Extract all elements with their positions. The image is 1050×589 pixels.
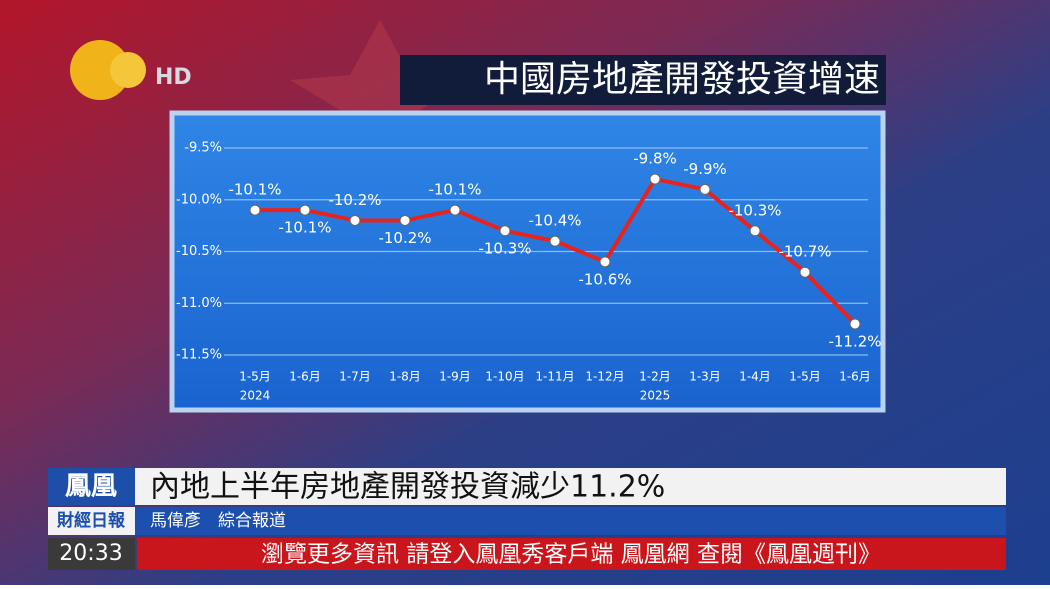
y-tick-label: -10.5% — [176, 244, 222, 259]
value-label: -10.2% — [328, 191, 381, 209]
program-box — [48, 507, 135, 535]
value-label: -10.4% — [528, 212, 581, 230]
value-label: -10.7% — [778, 243, 831, 261]
x-tick-label: 1-8月 — [389, 370, 421, 384]
y-tick-label: -11.5% — [176, 348, 222, 363]
value-label: -10.6% — [578, 270, 631, 288]
point — [399, 214, 411, 226]
value-label: -10.1% — [228, 181, 281, 199]
headline: 內地上半年房地產開發投資減少11.2% — [150, 470, 665, 505]
value-label: -11.2% — [828, 332, 881, 350]
reporter: 馬偉彥 綜合報道 — [150, 511, 286, 531]
x-tick-label: 1-12月 — [585, 370, 624, 384]
x-tick-label: 1-6月 — [289, 370, 321, 384]
point — [499, 225, 511, 237]
point — [299, 204, 311, 216]
year-label: 2024 — [240, 389, 271, 403]
point — [349, 214, 361, 226]
ticker-bar — [137, 538, 1006, 570]
x-tick-label: 1-6月 — [839, 370, 871, 384]
x-tick-label: 1-2月 — [639, 370, 671, 384]
point — [749, 225, 761, 237]
logo-icon — [70, 40, 130, 100]
reporter-bar — [48, 507, 1006, 535]
chart-title: 中國房地產開發投資增速 — [484, 59, 880, 100]
program: 財經日報 — [56, 510, 126, 531]
value-label: -10.1% — [428, 181, 481, 199]
x-tick-label: 1-4月 — [739, 370, 771, 384]
x-tick-label: 1-5月 — [789, 370, 821, 384]
brand-box — [48, 468, 135, 505]
logo-hd: HD — [155, 65, 192, 90]
time-box — [48, 538, 135, 570]
y-tick-label: -11.0% — [176, 296, 222, 311]
logo-icon — [110, 52, 146, 88]
point — [449, 204, 461, 216]
plot: -9.5% -10.0% -10.5% -11.0% -11.5% 1-5月 2024 1-6… — [176, 141, 882, 403]
value-label: -10.3% — [728, 201, 781, 219]
y-tick-label: -9.5% — [184, 141, 222, 156]
chart-panel — [169, 110, 886, 413]
time: 20:33 — [59, 541, 122, 566]
point — [599, 256, 611, 268]
ticker: 瀏覽更多資訊 請登入鳳凰秀客戶端 鳳凰網 查閱《鳳凰週刊》 — [261, 542, 881, 568]
year-label: 2025 — [640, 389, 671, 403]
value-label: -9.8% — [633, 150, 677, 168]
brand: 鳳凰 — [65, 472, 117, 502]
value-label: -10.1% — [278, 219, 331, 237]
point — [549, 235, 561, 247]
value-label: -10.2% — [378, 229, 431, 247]
point — [849, 318, 861, 330]
x-tick-label: 1-3月 — [689, 370, 721, 384]
x-tick-label: 1-10月 — [485, 370, 524, 384]
y-tick-label: -10.0% — [176, 192, 222, 207]
x-tick-label: 1-11月 — [535, 370, 574, 384]
headline-bar — [48, 468, 1006, 505]
title-bar — [400, 55, 886, 105]
point — [699, 183, 711, 195]
point — [249, 204, 261, 216]
value-label: -9.9% — [683, 160, 727, 178]
value-label: -10.3% — [478, 239, 531, 257]
x-tick-label: 1-9月 — [439, 370, 471, 384]
point — [649, 173, 661, 185]
x-tick-label: 1-7月 — [339, 370, 371, 384]
point — [799, 266, 811, 278]
x-tick-label: 1-5月 — [239, 370, 271, 384]
